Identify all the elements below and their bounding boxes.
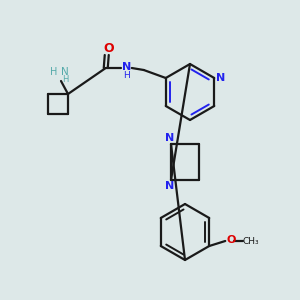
Text: CH₃: CH₃ (243, 236, 260, 245)
Text: H: H (62, 76, 68, 85)
Text: N: N (216, 73, 225, 83)
Text: H: H (123, 70, 130, 80)
Text: N: N (61, 67, 69, 77)
Text: O: O (226, 235, 236, 245)
Text: H: H (50, 67, 58, 77)
Text: N: N (122, 62, 131, 72)
Text: N: N (165, 181, 175, 191)
Text: O: O (103, 43, 114, 56)
Text: N: N (165, 133, 175, 143)
